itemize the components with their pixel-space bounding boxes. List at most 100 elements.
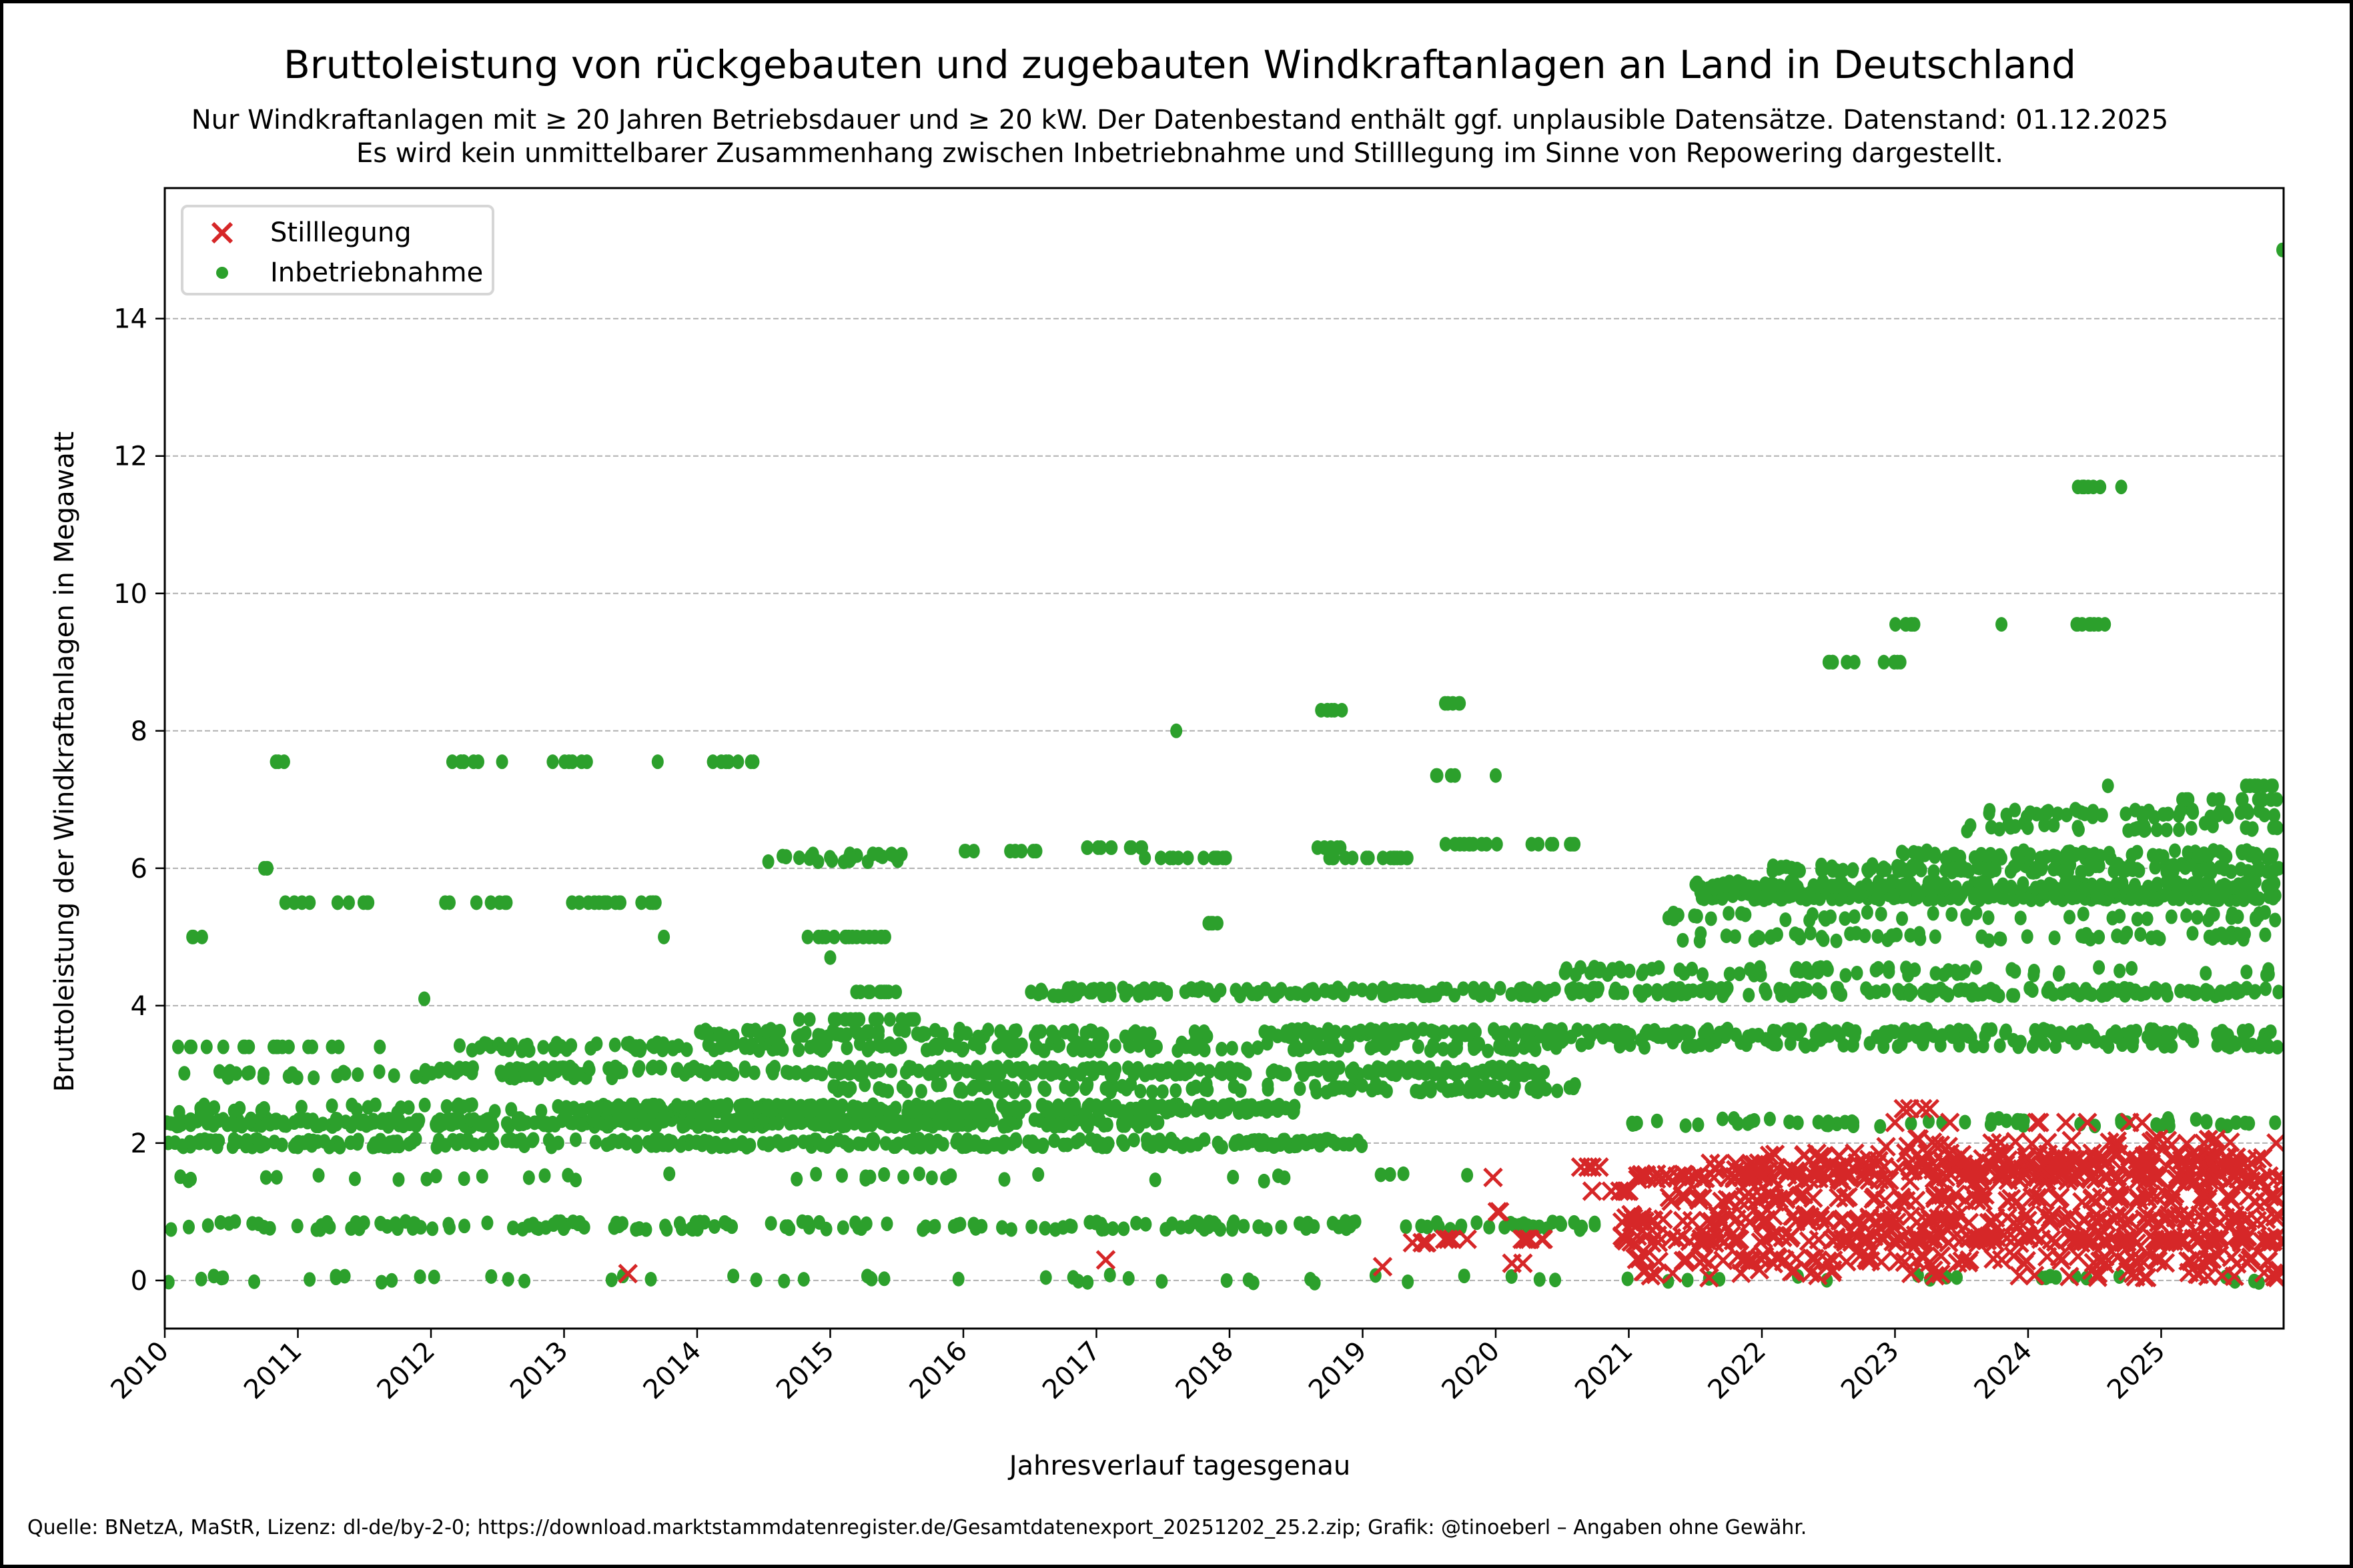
- inbetriebnahme-point: [1489, 768, 1502, 783]
- inbetriebnahme-point: [837, 1220, 849, 1235]
- inbetriebnahme-point: [1474, 1084, 1486, 1099]
- inbetriebnahme-point: [1109, 1038, 1121, 1054]
- inbetriebnahme-point: [2039, 1270, 2052, 1285]
- inbetriebnahme-point: [967, 1079, 980, 1094]
- inbetriebnahme-point: [2148, 1033, 2161, 1048]
- inbetriebnahme-point: [1467, 1022, 1480, 1037]
- inbetriebnahme-point: [2226, 930, 2238, 946]
- inbetriebnahme-point: [1242, 1272, 1255, 1287]
- inbetriebnahme-point: [1888, 654, 1901, 670]
- inbetriebnahme-point: [1326, 1133, 1339, 1148]
- inbetriebnahme-point: [2259, 981, 2272, 996]
- inbetriebnahme-point: [264, 1221, 276, 1236]
- inbetriebnahme-point: [515, 1133, 528, 1148]
- inbetriebnahme-point: [1216, 1042, 1228, 1057]
- inbetriebnahme-point: [567, 1062, 580, 1078]
- inbetriebnahme-point: [663, 1166, 676, 1181]
- inbetriebnahme-point: [1839, 968, 1852, 983]
- inbetriebnahme-point: [686, 1222, 699, 1237]
- inbetriebnahme-point: [1273, 1097, 1286, 1112]
- inbetriebnahme-point: [1058, 1063, 1071, 1078]
- inbetriebnahme-point: [727, 1028, 740, 1044]
- inbetriebnahme-point: [292, 1134, 305, 1150]
- inbetriebnahme-point: [2214, 984, 2227, 1000]
- inbetriebnahme-point: [1993, 988, 2005, 1004]
- inbetriebnahme-point: [1267, 986, 1280, 1002]
- inbetriebnahme-point: [1311, 840, 1324, 855]
- inbetriebnahme-point: [945, 1168, 957, 1183]
- inbetriebnahme-point: [1908, 617, 1921, 632]
- inbetriebnahme-point: [326, 1098, 338, 1113]
- inbetriebnahme-point: [578, 1220, 590, 1235]
- inbetriebnahme-point: [1226, 1067, 1238, 1082]
- inbetriebnahme-point: [1417, 1022, 1430, 1037]
- inbetriebnahme-point: [995, 1081, 1007, 1096]
- inbetriebnahme-point: [1159, 1222, 1172, 1237]
- inbetriebnahme-point: [1686, 961, 1699, 976]
- inbetriebnahme-point: [1547, 836, 1560, 852]
- inbetriebnahme-point: [2163, 1114, 2176, 1129]
- inbetriebnahme-point: [1959, 1114, 1971, 1130]
- inbetriebnahme-point: [1580, 1023, 1593, 1038]
- inbetriebnahme-point: [1868, 881, 1881, 896]
- grid-lines: [165, 317, 2284, 1281]
- inbetriebnahme-point: [2023, 805, 2036, 820]
- inbetriebnahme-point: [1555, 1217, 1568, 1233]
- inbetriebnahme-point: [1695, 1037, 1707, 1052]
- inbetriebnahme-point: [1232, 1104, 1245, 1120]
- inbetriebnahme-point: [1137, 1114, 1150, 1129]
- inbetriebnahme-point: [2060, 808, 2073, 823]
- inbetriebnahme-point: [535, 1103, 548, 1118]
- x-axis-label: Jahresverlauf tagesgenau: [1009, 1451, 1351, 1481]
- inbetriebnahme-point: [849, 1023, 861, 1038]
- inbetriebnahme-point: [1855, 880, 1867, 896]
- inbetriebnahme-point: [2070, 1035, 2083, 1050]
- inbetriebnahme-point: [2035, 879, 2047, 894]
- inbetriebnahme-point: [1614, 1034, 1627, 1049]
- inbetriebnahme-point: [1384, 986, 1396, 1002]
- inbetriebnahme-point: [1090, 1133, 1103, 1148]
- inbetriebnahme-point: [2076, 617, 2089, 632]
- inbetriebnahme-point: [938, 1097, 951, 1112]
- inbetriebnahme-point: [1122, 1271, 1135, 1286]
- inbetriebnahme-point: [528, 1115, 541, 1130]
- inbetriebnahme-point: [1344, 1082, 1357, 1098]
- inbetriebnahme-point: [1878, 860, 1891, 876]
- inbetriebnahme-point: [1277, 1132, 1290, 1148]
- inbetriebnahme-point: [614, 895, 627, 910]
- inbetriebnahme-point: [843, 1138, 855, 1153]
- inbetriebnahme-point: [1186, 982, 1199, 998]
- inbetriebnahme-point: [1848, 654, 1861, 670]
- inbetriebnahme-point: [195, 1271, 207, 1287]
- inbetriebnahme-point: [2248, 984, 2261, 1000]
- inbetriebnahme-point: [1309, 1078, 1322, 1094]
- inbetriebnahme-point: [487, 1118, 500, 1133]
- inbetriebnahme-point: [494, 1064, 507, 1080]
- inbetriebnahme-point: [2232, 909, 2244, 924]
- inbetriebnahme-point: [2005, 962, 2018, 977]
- inbetriebnahme-point: [725, 1113, 737, 1128]
- inbetriebnahme-point: [1238, 1219, 1250, 1234]
- inbetriebnahme-point: [518, 1038, 530, 1054]
- inbetriebnahme-point: [2185, 820, 2198, 836]
- inbetriebnahme-point: [1843, 1022, 1856, 1038]
- inbetriebnahme-point: [1733, 966, 1746, 982]
- inbetriebnahme-point: [778, 1273, 791, 1289]
- inbetriebnahme-point: [2049, 1270, 2062, 1285]
- inbetriebnahme-point: [708, 1219, 721, 1234]
- inbetriebnahme-point: [1412, 1039, 1424, 1054]
- inbetriebnahme-point: [1139, 850, 1151, 866]
- inbetriebnahme-point: [1890, 927, 1903, 942]
- inbetriebnahme-point: [502, 1272, 514, 1287]
- inbetriebnahme-point: [2151, 822, 2164, 838]
- inbetriebnahme-point: [432, 1064, 445, 1079]
- inbetriebnahme-point: [1439, 836, 1452, 852]
- inbetriebnahme-point: [2249, 891, 2262, 906]
- inbetriebnahme-point: [2100, 987, 2113, 1002]
- inbetriebnahme-point: [2187, 805, 2200, 820]
- inbetriebnahme-point: [1061, 1103, 1073, 1118]
- inbetriebnahme-point: [1748, 1112, 1761, 1128]
- stilllegung-point: [1673, 1211, 1693, 1231]
- inbetriebnahme-point: [937, 1136, 949, 1152]
